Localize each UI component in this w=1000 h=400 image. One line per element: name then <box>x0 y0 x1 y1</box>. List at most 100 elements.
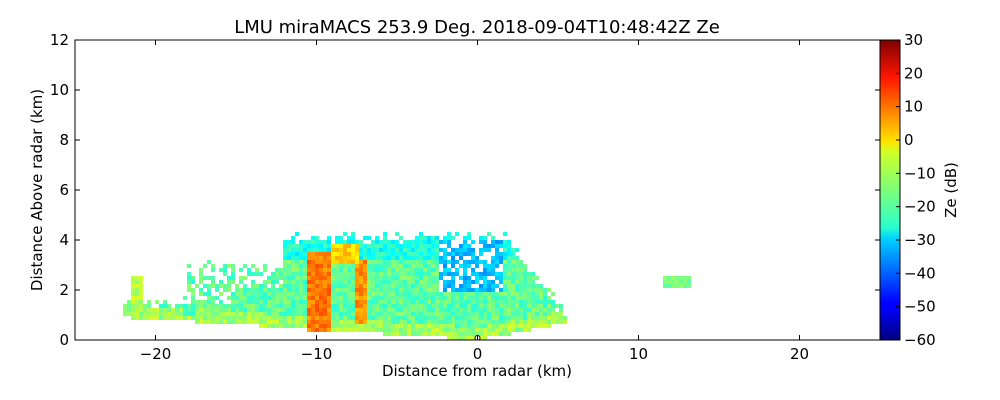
echo-cell <box>483 308 487 312</box>
echo-cell <box>527 308 531 312</box>
echo-cell <box>443 320 447 324</box>
y-tick-label: 4 <box>59 231 69 249</box>
echo-cell <box>223 312 227 316</box>
echo-cell <box>323 292 327 296</box>
echo-cell <box>147 300 151 304</box>
echo-cell <box>363 324 367 328</box>
echo-cell <box>363 268 367 272</box>
echo-cell <box>515 316 519 320</box>
echo-cell <box>251 308 255 312</box>
echo-cell <box>407 276 411 280</box>
echo-cell <box>559 308 563 312</box>
echo-cell <box>331 296 335 300</box>
echo-cell <box>331 256 335 260</box>
echo-cell <box>399 260 403 264</box>
echo-cell <box>311 312 315 316</box>
echo-cell <box>339 276 343 280</box>
echo-cell <box>391 296 395 300</box>
echo-cell <box>331 252 335 256</box>
echo-cell <box>347 300 351 304</box>
echo-cell <box>459 244 463 248</box>
echo-cell <box>331 272 335 276</box>
echo-cell <box>427 248 431 252</box>
echo-cell <box>335 284 339 288</box>
echo-cell <box>519 308 523 312</box>
echo-cell <box>399 320 403 324</box>
echo-cell <box>247 320 251 324</box>
echo-cell <box>383 240 387 244</box>
echo-cell <box>375 236 379 240</box>
echo-cell <box>275 324 279 328</box>
echo-cell <box>163 312 167 316</box>
echo-cell <box>123 312 127 316</box>
echo-cell <box>143 316 147 320</box>
echo-cell <box>367 256 371 260</box>
echo-cell <box>383 320 387 324</box>
echo-cell <box>139 300 143 304</box>
echo-cell <box>403 320 407 324</box>
echo-cell <box>443 324 447 328</box>
echo-cell <box>291 244 295 248</box>
echo-cell <box>331 284 335 288</box>
echo-cell <box>407 316 411 320</box>
echo-cell <box>303 308 307 312</box>
echo-cell <box>471 300 475 304</box>
echo-cell <box>191 312 195 316</box>
echo-cell <box>423 244 427 248</box>
echo-cell <box>555 304 559 308</box>
echo-cell <box>319 244 323 248</box>
echo-cell <box>155 308 159 312</box>
echo-cell <box>431 288 435 292</box>
echo-cell <box>319 240 323 244</box>
echo-cell <box>331 268 335 272</box>
echo-cell <box>143 312 147 316</box>
echo-cell <box>527 304 531 308</box>
echo-cell <box>443 236 447 240</box>
echo-cell <box>359 240 363 244</box>
echo-cell <box>443 256 447 260</box>
echo-cell <box>343 308 347 312</box>
echo-cell <box>159 312 163 316</box>
echo-cell <box>315 264 319 268</box>
echo-cell <box>239 316 243 320</box>
echo-cell <box>335 264 339 268</box>
colorbar-tick-label: 0 <box>904 131 914 149</box>
echo-cell <box>263 296 267 300</box>
echo-cell <box>323 268 327 272</box>
echo-cell <box>211 284 215 288</box>
echo-cell <box>423 300 427 304</box>
echo-cell <box>243 308 247 312</box>
echo-cell <box>287 240 291 244</box>
echo-cell <box>291 292 295 296</box>
echo-cell <box>499 300 503 304</box>
echo-cell <box>243 312 247 316</box>
echo-cell <box>411 296 415 300</box>
echo-cell <box>167 316 171 320</box>
echo-cell <box>307 260 311 264</box>
echo-cell <box>359 272 363 276</box>
echo-cell <box>423 288 427 292</box>
echo-cell <box>263 288 267 292</box>
echo-cell <box>139 276 143 280</box>
echo-cell <box>519 288 523 292</box>
echo-cell <box>339 316 343 320</box>
echo-cell <box>379 328 383 332</box>
echo-cell <box>203 284 207 288</box>
echo-cell <box>375 268 379 272</box>
echo-cell <box>427 272 431 276</box>
echo-cell <box>467 316 471 320</box>
echo-cell <box>403 276 407 280</box>
echo-cell <box>199 268 203 272</box>
echo-cell <box>431 264 435 268</box>
echo-cell <box>479 248 483 252</box>
echo-cell <box>667 284 671 288</box>
echo-cell <box>667 280 671 284</box>
echo-cell <box>459 256 463 260</box>
echo-cell <box>443 312 447 316</box>
echo-cell <box>327 328 331 332</box>
echo-cell <box>331 248 335 252</box>
echo-cell <box>531 280 535 284</box>
echo-cell <box>435 284 439 288</box>
echo-cell <box>371 312 375 316</box>
echo-cell <box>339 300 343 304</box>
